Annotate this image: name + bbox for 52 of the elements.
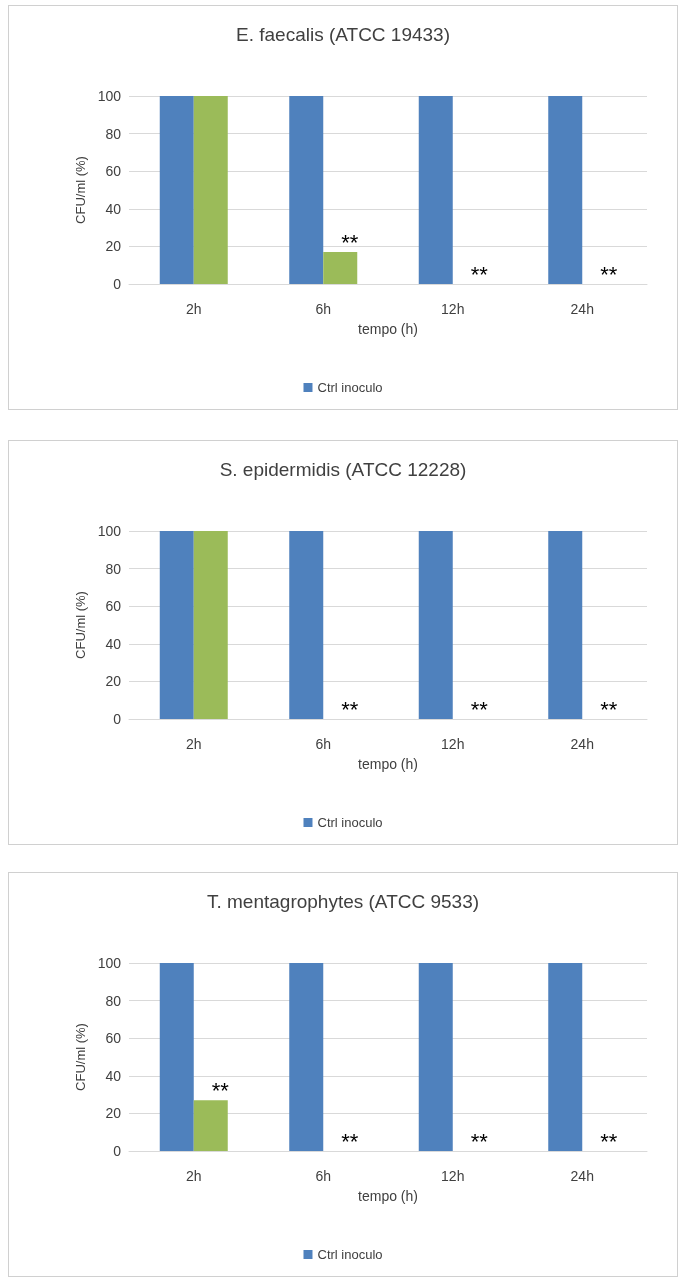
y-axis-title: CFU/ml (%) <box>72 156 88 224</box>
y-tick-label: 80 <box>105 560 122 577</box>
annotation: ** <box>341 1128 359 1154</box>
x-tick-label: 6h <box>315 736 332 752</box>
annotation: ** <box>600 696 618 722</box>
y-tick-label: 0 <box>113 276 122 292</box>
y-tick-label: 80 <box>105 125 122 142</box>
y-tick-label: 0 <box>113 1143 122 1159</box>
y-tick-label: 100 <box>97 88 122 104</box>
x-tick-label: 12h <box>441 1168 465 1184</box>
chart-title: S. epidermidis (ATCC 12228) <box>219 459 467 480</box>
y-tick-label: 20 <box>105 673 122 690</box>
y-tick-label: 80 <box>105 992 122 1009</box>
annotation: ** <box>211 1077 230 1103</box>
x-axis-title: tempo (h) <box>358 756 418 772</box>
x-tick-label: 24h <box>570 1168 594 1184</box>
annotation: ** <box>470 696 489 722</box>
x-axis-title: tempo (h) <box>358 1188 418 1204</box>
y-tick-label: 60 <box>105 1030 122 1047</box>
legend-label: Ctrl inoculo <box>317 1247 383 1262</box>
legend-label: Ctrl inoculo <box>317 380 383 395</box>
x-tick-label: 2h <box>185 301 202 317</box>
x-tick-label: 24h <box>570 301 594 317</box>
legend-label: Ctrl inoculo <box>317 815 383 830</box>
y-axis-title: CFU/ml (%) <box>72 1023 88 1091</box>
chart-title: E. faecalis (ATCC 19433) <box>235 24 451 45</box>
x-tick-label: 2h <box>185 736 202 752</box>
y-tick-label: 0 <box>113 711 122 727</box>
annotation: ** <box>470 1128 489 1154</box>
y-tick-label: 40 <box>105 1067 122 1084</box>
annotation: ** <box>470 261 489 287</box>
x-tick-label: 6h <box>315 301 332 317</box>
y-tick-label: 20 <box>105 238 122 255</box>
y-tick-label: 40 <box>105 635 122 652</box>
chart-title: T. mentagrophytes (ATCC 9533) <box>206 891 480 912</box>
x-axis-title: tempo (h) <box>358 321 418 337</box>
annotation: ** <box>341 229 359 255</box>
x-tick-label: 12h <box>441 736 465 752</box>
annotation: ** <box>600 261 618 287</box>
annotation: ** <box>600 1128 618 1154</box>
x-tick-label: 12h <box>441 301 465 317</box>
x-tick-label: 2h <box>185 1168 202 1184</box>
x-tick-label: 6h <box>315 1168 332 1184</box>
y-tick-label: 100 <box>97 955 122 971</box>
y-tick-label: 60 <box>105 598 122 615</box>
y-tick-label: 100 <box>97 523 122 539</box>
annotation: ** <box>341 696 359 722</box>
x-tick-label: 24h <box>570 736 594 752</box>
y-tick-label: 60 <box>105 163 122 180</box>
y-tick-label: 20 <box>105 1105 122 1122</box>
y-tick-label: 40 <box>105 200 122 217</box>
y-axis-title: CFU/ml (%) <box>72 591 88 659</box>
